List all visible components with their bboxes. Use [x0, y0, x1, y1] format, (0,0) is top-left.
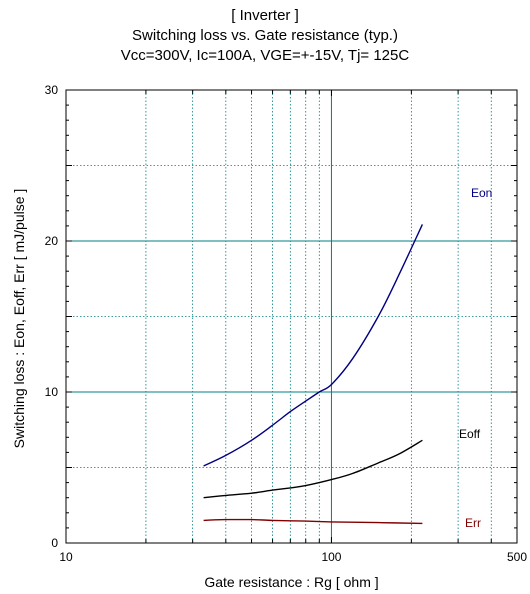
y-tick-label: 20: [45, 234, 59, 248]
y-axis-label: Switching loss : Eon, Eoff, Err [ mJ/pul…: [11, 189, 27, 449]
series-line-err: [203, 518, 423, 525]
x-tick-label: 10: [59, 550, 73, 564]
y-tick-label: 30: [45, 83, 59, 97]
y-tick-label: 0: [51, 536, 58, 550]
series-label-eon: Eon: [471, 186, 492, 200]
grid-lines: [66, 90, 517, 543]
chart-title-line-3: Vcc=300V, Ic=100A, VGE=+-15V, Tj= 125C: [120, 47, 410, 64]
x-tick-label: 500: [507, 550, 527, 564]
series-label-err: Err: [465, 516, 481, 530]
series-line-eoff: [203, 439, 423, 499]
x-axis-label: Gate resistance : Rg [ ohm ]: [204, 574, 378, 590]
series-line-eon: [203, 224, 424, 467]
y-tick-label: 10: [45, 385, 59, 399]
x-tick-label: 100: [321, 550, 341, 564]
chart-title-line-1: [ Inverter ]: [231, 7, 299, 24]
chart-title-line-2: Switching loss vs. Gate resistance (typ.…: [132, 27, 398, 44]
data-series: Eon Eoff Err: [203, 186, 492, 530]
series-label-eoff: Eoff: [459, 427, 481, 441]
